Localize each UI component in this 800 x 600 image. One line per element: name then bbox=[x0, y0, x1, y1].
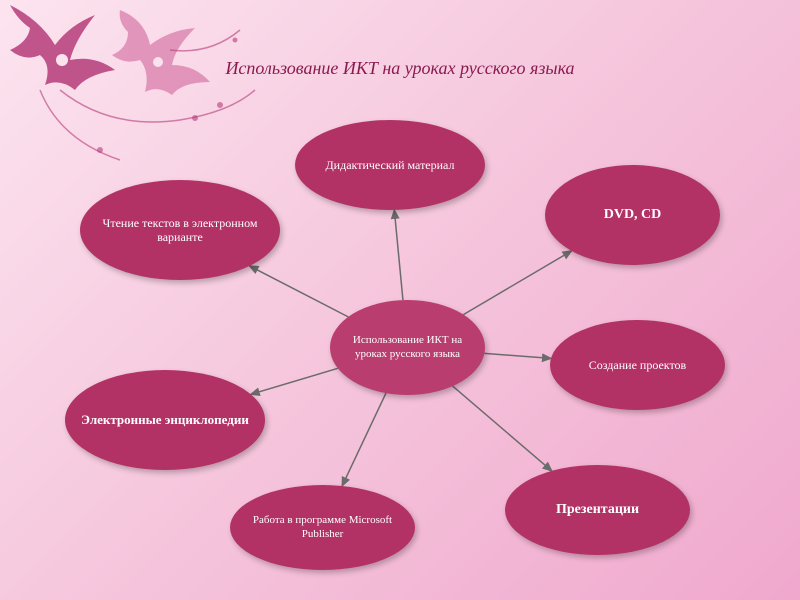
node-dvd: DVD, CD bbox=[545, 165, 720, 265]
page-title: Использование ИКТ на уроках русского язы… bbox=[225, 58, 574, 79]
node-label: Электронные энциклопедии bbox=[81, 412, 249, 428]
node-label: Создание проектов bbox=[589, 358, 686, 372]
node-reading: Чтение текстов в электронном варианте bbox=[80, 180, 280, 280]
connector-line bbox=[453, 386, 552, 471]
connector-line bbox=[394, 210, 403, 300]
node-label: DVD, CD bbox=[604, 207, 662, 224]
diagram-canvas: Использование ИКТ на уроках русского язы… bbox=[0, 0, 800, 600]
connector-line bbox=[463, 251, 571, 315]
node-projects: Создание проектов bbox=[550, 320, 725, 410]
node-publisher: Работа в программе Microsoft Publisher bbox=[230, 485, 415, 570]
node-label: Презентации bbox=[556, 502, 639, 519]
node-label: Работа в программе Microsoft Publisher bbox=[244, 514, 401, 540]
node-label: Использование ИКТ на уроках русского язы… bbox=[344, 334, 471, 360]
connector-line bbox=[484, 353, 551, 358]
node-didactic: Дидактический материал bbox=[295, 120, 485, 210]
connector-line bbox=[251, 368, 338, 394]
node-center: Использование ИКТ на уроках русского язы… bbox=[330, 300, 485, 395]
node-encyclopedias: Электронные энциклопедии bbox=[65, 370, 265, 470]
node-presentations: Презентации bbox=[505, 465, 690, 555]
connector-line bbox=[250, 266, 349, 317]
connector-line bbox=[342, 393, 386, 486]
node-label: Чтение текстов в электронном варианте bbox=[94, 216, 266, 245]
node-label: Дидактический материал bbox=[326, 158, 455, 172]
